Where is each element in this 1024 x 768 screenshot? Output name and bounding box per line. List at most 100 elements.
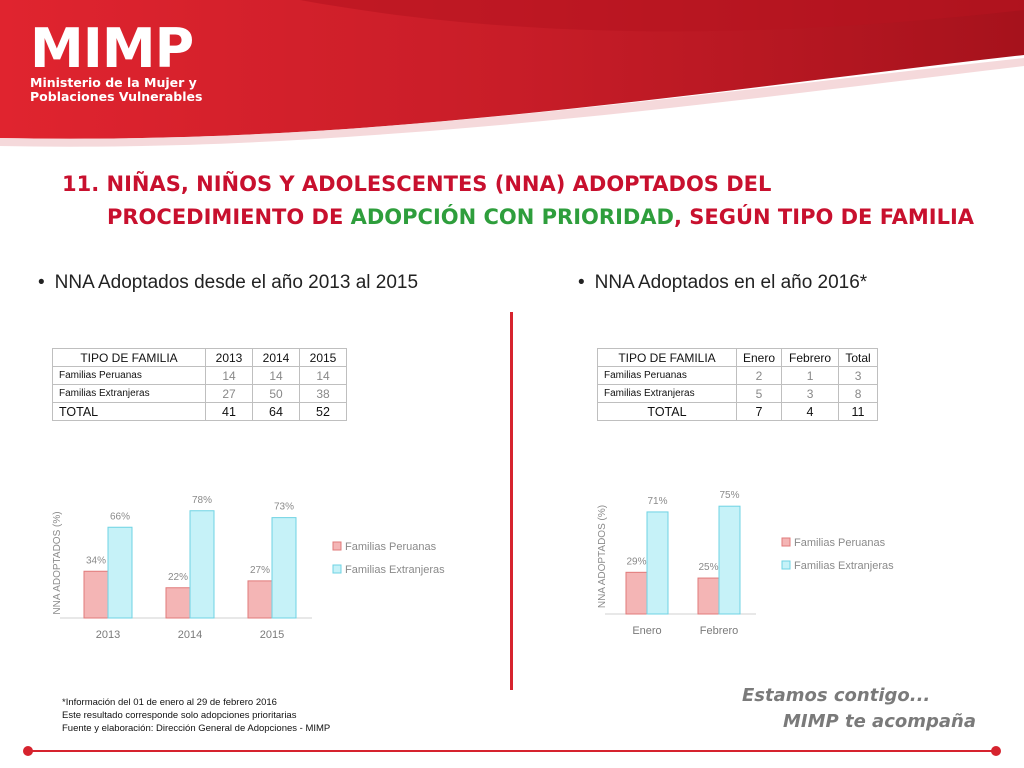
right-bullet: • NNA Adoptados en el año 2016* bbox=[578, 272, 867, 294]
table-cell: Familias Extranjeras bbox=[52, 384, 206, 403]
table-header: Febrero bbox=[781, 348, 840, 367]
data-label: 34% bbox=[86, 555, 106, 566]
x-tick-label: Enero bbox=[632, 625, 661, 637]
bar-extranjeras bbox=[718, 505, 741, 615]
table-cell: 38 bbox=[299, 384, 347, 403]
legend-entry: Familias Peruanas bbox=[794, 537, 886, 549]
footer-dot-left bbox=[23, 746, 33, 756]
legend-entry: Familias Peruanas bbox=[345, 541, 437, 553]
bar-extranjeras bbox=[271, 517, 297, 619]
table-header: Enero bbox=[735, 348, 783, 367]
footnote: Fuente y elaboración: Dirección General … bbox=[62, 723, 331, 734]
logo-subtitle-line2: Poblaciones Vulnerables bbox=[30, 89, 203, 104]
table-cell: 14 bbox=[205, 366, 253, 385]
footer-dot-right bbox=[991, 746, 1001, 756]
legend-swatch bbox=[332, 564, 342, 574]
page-title: 11. NIÑAS, NIÑOS Y ADOLESCENTES (NNA) AD… bbox=[62, 168, 974, 234]
table-header: TIPO DE FAMILIA bbox=[52, 348, 206, 367]
table-cell: 1 bbox=[781, 366, 840, 385]
left-bullet-text: NNA Adoptados desde el año 2013 al 2015 bbox=[54, 272, 419, 293]
data-label: 22% bbox=[168, 572, 188, 583]
bar-peruanas bbox=[625, 571, 648, 615]
bar-extranjeras bbox=[107, 526, 133, 619]
table-cell: 5 bbox=[735, 384, 783, 403]
table-cell: Familias Peruanas bbox=[597, 366, 737, 385]
x-tick-label: 2015 bbox=[260, 629, 284, 641]
table-total-row: TOTAL 7 4 11 bbox=[597, 402, 879, 421]
table-cell: Familias Extranjeras bbox=[597, 384, 737, 403]
table-header: 2015 bbox=[299, 348, 347, 367]
legend-swatch bbox=[781, 560, 791, 570]
table-header: 2014 bbox=[252, 348, 300, 367]
data-label: 73% bbox=[274, 502, 294, 513]
legend-entry: Familias Extranjeras bbox=[794, 560, 894, 572]
logo-mark: MIMP bbox=[30, 17, 194, 80]
title-line2: PROCEDIMIENTO DE ADOPCIÓN CON PRIORIDAD,… bbox=[62, 201, 974, 234]
table-header-row: TIPO DE FAMILIA 2013 2014 2015 bbox=[52, 348, 347, 367]
table-header-row: TIPO DE FAMILIA Enero Febrero Total bbox=[597, 348, 879, 367]
title-line2-part1: PROCEDIMIENTO DE bbox=[107, 205, 351, 229]
right-bullet-text: NNA Adoptados en el año 2016* bbox=[594, 272, 868, 293]
table-cell: 7 bbox=[735, 402, 783, 421]
footnotes: *Información del 01 de enero al 29 de fe… bbox=[62, 696, 330, 735]
data-label: 25% bbox=[698, 562, 718, 573]
table-cell: 3 bbox=[838, 366, 879, 385]
table-header: 2013 bbox=[205, 348, 253, 367]
data-label: 71% bbox=[647, 496, 667, 507]
bar-peruanas bbox=[165, 587, 191, 619]
table-cell: 3 bbox=[781, 384, 840, 403]
x-tick-label: Febrero bbox=[700, 625, 739, 637]
table-cell: 27 bbox=[205, 384, 253, 403]
title-highlight: ADOPCIÓN CON PRIORIDAD bbox=[350, 205, 674, 229]
table-row: Familias Extranjeras 5 3 8 bbox=[597, 384, 879, 403]
right-data-table: TIPO DE FAMILIA Enero Febrero Total Fami… bbox=[597, 348, 879, 421]
bullet-dot-icon: • bbox=[38, 272, 45, 293]
header-band bbox=[0, 0, 1024, 147]
bar-extranjeras bbox=[189, 510, 215, 619]
table-row: Familias Peruanas 2 1 3 bbox=[597, 366, 879, 385]
bullet-dot-icon: • bbox=[578, 272, 585, 293]
footnote: *Información del 01 de enero al 29 de fe… bbox=[62, 697, 277, 708]
bar-peruanas bbox=[83, 570, 109, 619]
table-header: Total bbox=[838, 348, 879, 367]
left-data-table: TIPO DE FAMILIA 2013 2014 2015 Familias … bbox=[52, 348, 347, 421]
table-cell: TOTAL bbox=[597, 402, 737, 421]
table-cell: 14 bbox=[299, 366, 347, 385]
bar-peruanas bbox=[697, 577, 720, 615]
legend-swatch bbox=[332, 541, 342, 551]
table-cell: 50 bbox=[252, 384, 300, 403]
table-cell: 2 bbox=[735, 366, 783, 385]
x-tick-label: 2014 bbox=[178, 629, 202, 641]
table-cell: 14 bbox=[252, 366, 300, 385]
left-bullet: • NNA Adoptados desde el año 2013 al 2015 bbox=[38, 272, 418, 294]
table-cell: 8 bbox=[838, 384, 879, 403]
footnote: Este resultado corresponde solo adopcion… bbox=[62, 710, 297, 721]
title-line2-part2: , SEGÚN TIPO DE FAMILIA bbox=[674, 205, 975, 229]
slogan-line2: MIMP te acompaña bbox=[783, 711, 976, 732]
bar-extranjeras bbox=[646, 511, 669, 615]
table-cell: 41 bbox=[205, 402, 253, 421]
table-cell: 4 bbox=[781, 402, 840, 421]
logo-subtitle-line1: Ministerio de la Mujer y bbox=[30, 75, 197, 90]
table-cell: 52 bbox=[299, 402, 347, 421]
table-header: TIPO DE FAMILIA bbox=[597, 348, 737, 367]
y-axis-label: NNA ADOPTADOS (%) bbox=[597, 505, 608, 608]
data-label: 66% bbox=[110, 511, 130, 522]
legend-swatch bbox=[781, 537, 791, 547]
data-label: 78% bbox=[192, 495, 212, 506]
table-row: Familias Peruanas 14 14 14 bbox=[52, 366, 347, 385]
data-label: 75% bbox=[719, 490, 739, 501]
legend-entry: Familias Extranjeras bbox=[345, 564, 445, 576]
table-row: Familias Extranjeras 27 50 38 bbox=[52, 384, 347, 403]
table-cell: Familias Peruanas bbox=[52, 366, 206, 385]
bar-peruanas bbox=[247, 580, 273, 619]
slogan-line1: Estamos contigo... bbox=[742, 685, 931, 706]
mimp-logo: MIMP Ministerio de la Mujer y Poblacione… bbox=[30, 22, 202, 104]
table-cell: TOTAL bbox=[52, 402, 206, 421]
table-cell: 11 bbox=[838, 402, 879, 421]
x-tick-label: 2013 bbox=[96, 629, 120, 641]
title-line1: 11. NIÑAS, NIÑOS Y ADOLESCENTES (NNA) AD… bbox=[62, 172, 772, 196]
footer-line bbox=[23, 746, 1001, 756]
table-cell: 64 bbox=[252, 402, 300, 421]
data-label: 29% bbox=[626, 556, 646, 567]
